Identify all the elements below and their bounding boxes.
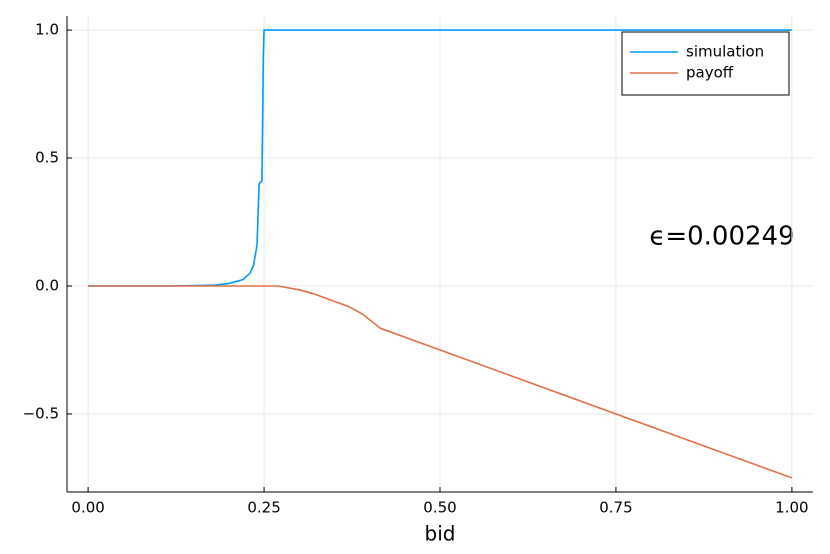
y-tick-label: 0.0 [35,276,59,294]
y-tick-label: −0.5 [23,404,59,422]
x-tick-label: 0.75 [599,499,632,517]
legend-label: simulation [686,43,764,61]
x-tick-label: 1.00 [775,499,808,517]
y-tick-label: 1.0 [35,21,59,39]
x-tick-label: 0.00 [71,499,104,517]
x-tick-label: 0.50 [423,499,456,517]
y-tick-label: 0.5 [35,149,59,167]
legend-label: payoff [686,64,734,82]
legend-box [621,31,790,96]
series-line [88,29,792,287]
x-tick-label: 0.25 [247,499,280,517]
x-axis-label: bid [425,522,456,546]
series-line [88,285,793,479]
annotation: ϵ=0.00249 [649,222,794,252]
